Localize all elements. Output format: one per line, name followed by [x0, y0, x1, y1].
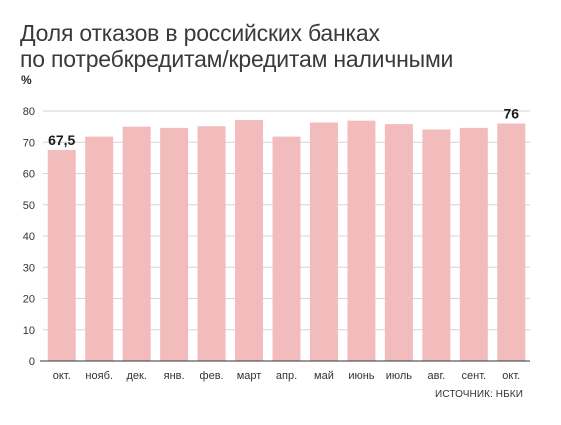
axes: 0 10 20 30 40 50 60 70 80 окт. нояб. дек. янв. фев. ма… — [23, 106, 530, 382]
x-tick-label: дек. — [126, 370, 146, 382]
bar — [497, 123, 526, 361]
bar — [85, 136, 114, 362]
source-note: ИСТОЧНИК: НБКИ — [435, 389, 523, 400]
bar — [197, 126, 226, 361]
x-tick-label: июль — [386, 370, 413, 382]
y-tick-label: 0 — [29, 356, 35, 368]
x-tick-label: окт. — [53, 370, 71, 382]
bar — [422, 129, 451, 361]
chart-title-line-1: Доля отказов в российских банках — [20, 20, 380, 46]
bar — [272, 136, 301, 362]
bar — [347, 120, 376, 361]
x-tick-label: сент. — [462, 370, 487, 382]
bar — [160, 127, 189, 361]
y-tick-label: 10 — [23, 325, 35, 337]
y-tick-label: 30 — [23, 262, 35, 274]
x-tick-label: нояб. — [85, 370, 113, 382]
y-tick-label: 40 — [23, 231, 35, 243]
data-label: 76 — [503, 106, 519, 122]
y-tick-label: 60 — [23, 169, 35, 181]
x-tick-label: май — [314, 370, 334, 382]
x-tick-label: янв. — [164, 370, 185, 382]
x-tick-label: март — [237, 370, 262, 382]
data-label: 67,5 — [48, 132, 75, 148]
y-tick-label: 50 — [23, 200, 35, 212]
bar — [384, 124, 413, 362]
y-tick-label: 20 — [23, 294, 35, 306]
bar — [122, 126, 151, 362]
bar — [459, 127, 488, 361]
x-tick-label: авг. — [428, 370, 446, 382]
labels: 67,5 76 — [48, 106, 519, 149]
x-tick-label: фев. — [200, 370, 224, 382]
bar — [309, 122, 338, 361]
bars — [47, 120, 526, 362]
chart-title: Доля отказов в российских банках по потр… — [20, 20, 453, 72]
x-tick-label: июнь — [348, 370, 374, 382]
chart-title-line-2: по потребкредитам/кредитам наличными — [20, 46, 454, 72]
x-tick-label: окт. — [502, 370, 520, 382]
y-tick-label: 70 — [23, 137, 35, 149]
y-unit-label: % — [21, 73, 32, 87]
x-tick-label: апр. — [276, 370, 297, 382]
bar — [235, 120, 264, 361]
y-tick-label: 80 — [23, 106, 35, 118]
bar — [47, 150, 76, 361]
